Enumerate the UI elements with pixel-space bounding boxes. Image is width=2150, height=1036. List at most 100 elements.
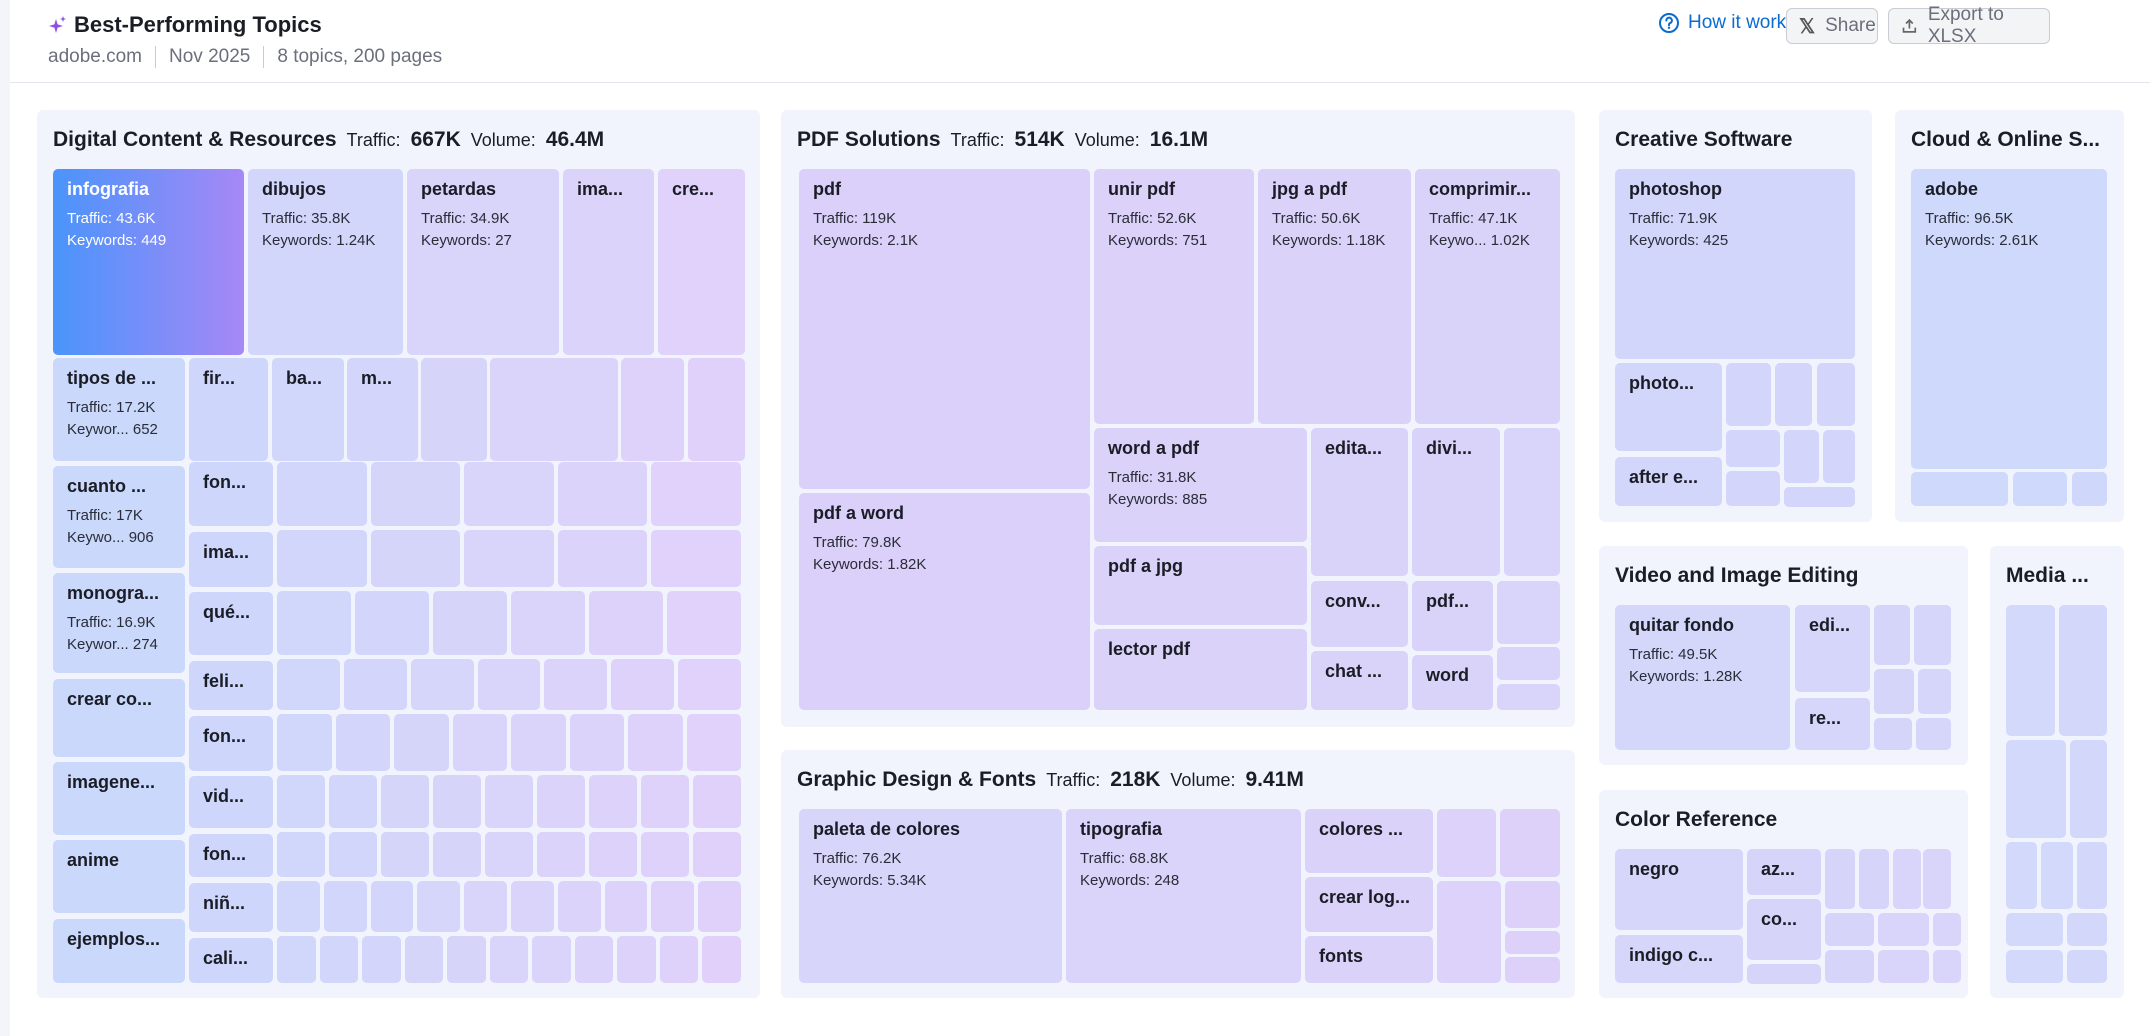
topic-tile-small[interactable] (1893, 849, 1921, 909)
topic-tile[interactable]: ima... (189, 532, 273, 587)
topic-tile-small[interactable] (1874, 605, 1910, 665)
topic-tile-small[interactable] (404, 936, 444, 983)
topic-title[interactable]: PDF Solutions (797, 128, 941, 151)
topic-tile-small[interactable] (651, 462, 741, 526)
topic-tile-small[interactable] (544, 659, 608, 710)
topic-tile[interactable]: m... (347, 358, 418, 461)
topic-tile[interactable]: jpg a pdf Traffic: 50.6K Keywords: 1.18K (1258, 169, 1411, 424)
topic-tile-small[interactable] (370, 881, 414, 932)
topic-title[interactable]: Digital Content & Resources (53, 128, 337, 151)
topic-tile-small[interactable] (1500, 809, 1560, 877)
topic-tile[interactable]: petardas Traffic: 34.9K Keywords: 27 (407, 169, 559, 355)
topic-tile-small[interactable] (2041, 842, 2073, 909)
topic-tile-small[interactable] (702, 936, 741, 983)
topic-tile-small[interactable] (604, 881, 648, 932)
topic-tile-small[interactable] (489, 936, 529, 983)
topic-tile[interactable]: fir... (189, 358, 268, 461)
topic-tile-small[interactable] (667, 591, 741, 655)
topic-tile-small[interactable] (589, 832, 637, 877)
topic-tile-small[interactable] (394, 714, 449, 771)
topic-tile-small[interactable] (678, 659, 741, 710)
topic-tile-small[interactable] (1825, 950, 1874, 983)
topic-tile[interactable]: cre... (658, 169, 745, 355)
topic-tile[interactable]: fon... (189, 716, 273, 771)
topic-tile-small[interactable] (1923, 849, 1951, 909)
topic-title[interactable]: Color Reference (1615, 808, 1778, 831)
topic-tile[interactable]: crear co... (53, 679, 185, 757)
export-button[interactable]: Export to XLSX (1888, 4, 2050, 47)
topic-tile-small[interactable] (557, 530, 648, 587)
topic-tile-small[interactable] (452, 714, 507, 771)
topic-tile-small[interactable] (1911, 472, 2008, 506)
topic-tile-small[interactable] (1874, 718, 1912, 750)
topic-tile-small[interactable] (628, 714, 683, 771)
topic-tile-small[interactable] (1505, 931, 1560, 954)
topic-tile-small[interactable] (277, 530, 367, 587)
topic-tile-small[interactable] (464, 462, 554, 526)
topic-tile-small[interactable] (277, 591, 351, 655)
topic-tile-small[interactable] (1726, 430, 1780, 467)
topic-tile-small[interactable] (2072, 472, 2107, 506)
topic-tile-small[interactable] (277, 714, 332, 771)
topic-tile-small[interactable] (1497, 647, 1560, 680)
topic-tile-small[interactable] (323, 881, 367, 932)
topic-tile-small[interactable] (511, 714, 566, 771)
how-it-works-link[interactable]: How it works (1658, 12, 1796, 34)
topic-tile-small[interactable] (1505, 881, 1560, 928)
topic-tile-small[interactable] (1775, 363, 1812, 426)
topic-tile-small[interactable] (2067, 950, 2107, 983)
share-button[interactable]: 𝕏 Share (1786, 8, 1878, 44)
topic-tile[interactable]: anime (53, 840, 185, 913)
topic-tile-small[interactable] (447, 936, 486, 983)
topic-tile-small[interactable] (381, 775, 429, 828)
topic-tile-small[interactable] (2006, 913, 2063, 946)
topic-tile-small[interactable] (537, 775, 585, 828)
topic-tile[interactable]: fon... (189, 834, 273, 877)
topic-tile-small[interactable] (651, 530, 741, 587)
topic-tile-small[interactable] (343, 659, 407, 710)
topic-tile-small[interactable] (1878, 950, 1929, 983)
topic-tile[interactable]: divi... (1412, 428, 1500, 576)
topic-tile[interactable]: pdf a word Traffic: 79.8K Keywords: 1.82K (799, 493, 1090, 710)
topic-tile-small[interactable] (574, 936, 614, 983)
topic-tile-small[interactable] (433, 775, 481, 828)
topic-tile-small[interactable] (464, 530, 554, 587)
topic-tile[interactable]: chat ... (1311, 651, 1408, 710)
topic-tile[interactable]: ima... (563, 169, 654, 355)
topic-tile-small[interactable] (589, 775, 637, 828)
topic-tile-small[interactable] (1933, 950, 1961, 983)
topic-tile-small[interactable] (277, 881, 320, 932)
topic-tile-small[interactable] (329, 832, 377, 877)
topic-tile-small[interactable] (1784, 430, 1819, 483)
topic-tile[interactable]: vid... (189, 776, 273, 828)
topic-tile-small[interactable] (641, 775, 689, 828)
topic-tile[interactable]: pdf a jpg (1094, 546, 1307, 625)
topic-tile-small[interactable] (651, 881, 695, 932)
topic-tile-small[interactable] (2006, 842, 2037, 909)
topic-tile-small[interactable] (2006, 950, 2063, 983)
topic-tile-small[interactable] (611, 659, 675, 710)
topic-tile[interactable]: ba... (272, 358, 344, 461)
topic-tile-small[interactable] (1437, 881, 1501, 983)
topic-tile[interactable]: feli... (189, 661, 273, 710)
topic-tile-small[interactable] (277, 462, 367, 526)
topic-tile-small[interactable] (557, 881, 601, 932)
topic-tile-small[interactable] (557, 462, 648, 526)
topic-tile-small[interactable] (277, 832, 325, 877)
topic-tile-small[interactable] (490, 358, 618, 461)
topic-tile[interactable]: comprimir... Traffic: 47.1K Keywo... 1.02K (1415, 169, 1560, 424)
topic-tile-small[interactable] (1823, 430, 1855, 483)
topic-tile-small[interactable] (485, 775, 533, 828)
topic-tile[interactable]: niñ... (189, 883, 273, 932)
topic-tile-small[interactable] (2070, 740, 2107, 838)
topic-tile[interactable]: imagene... (53, 762, 185, 835)
topic-tile-small[interactable] (433, 832, 481, 877)
topic-title[interactable]: Creative Software (1615, 128, 1793, 151)
topic-tile[interactable]: after e... (1615, 457, 1722, 506)
topic-tile-small[interactable] (477, 659, 541, 710)
topic-tile[interactable]: re... (1795, 698, 1870, 750)
topic-tile[interactable]: pdf Traffic: 119K Keywords: 2.1K (799, 169, 1090, 489)
topic-tile-small[interactable] (421, 358, 487, 461)
topic-tile-small[interactable] (1505, 957, 1560, 983)
topic-tile[interactable]: word a pdf Traffic: 31.8K Keywords: 885 (1094, 428, 1307, 542)
